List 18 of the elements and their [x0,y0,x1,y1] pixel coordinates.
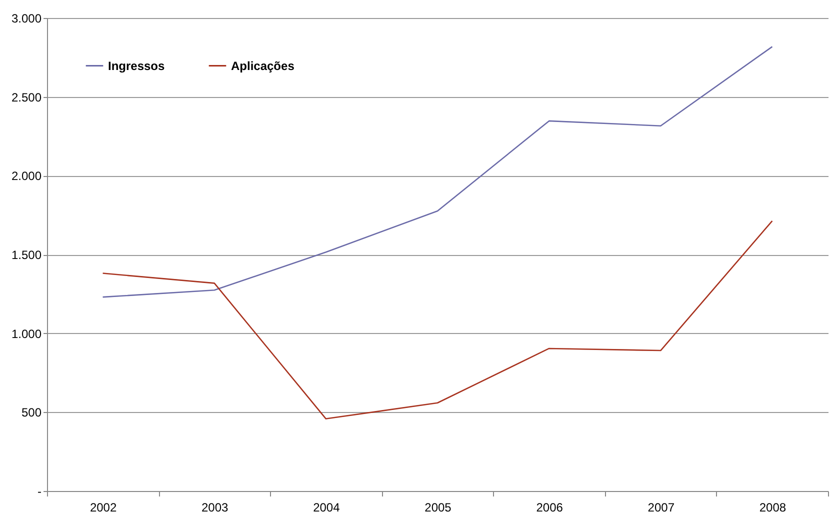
x-tick-label: 2007 [648,500,675,514]
y-tick-label: 2.500 [11,90,42,104]
legend-label: Aplicações [231,58,295,73]
x-tick-label: 2008 [759,500,786,514]
line-series [102,220,773,420]
y-tick-label: 1.000 [11,326,42,341]
x-tick-label: 2002 [90,500,117,514]
y-tick-label: 1.500 [11,248,42,262]
y-tick-label: 3.000 [11,12,42,26]
legend-label: Ingressos [108,58,166,73]
x-tick-label: 2003 [202,500,229,514]
y-tick-label: 2.000 [11,169,42,184]
x-tick-label: 2006 [536,500,564,514]
y-tick-label: - [38,484,42,498]
line-series [102,46,773,298]
x-tick-label: 2004 [313,500,340,514]
x-tick-label: 2005 [424,500,452,514]
y-tick-label: 500 [21,406,42,420]
